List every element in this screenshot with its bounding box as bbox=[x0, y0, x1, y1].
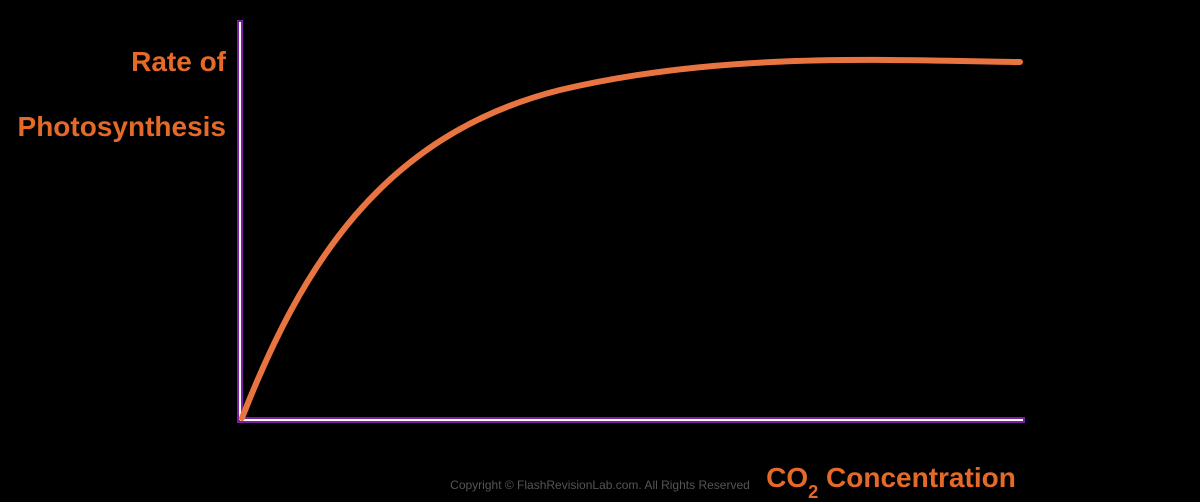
y-axis-label: Rate of Photosynthesis bbox=[0, 14, 226, 175]
chart-stage: Rate of Photosynthesis CO2 Concentration… bbox=[0, 0, 1200, 502]
y-axis-label-line1: Rate of bbox=[131, 46, 226, 77]
copyright-text: Copyright © FlashRevisionLab.com. All Ri… bbox=[0, 478, 1200, 492]
photosynthesis-curve bbox=[242, 60, 1020, 418]
y-axis-label-line2: Photosynthesis bbox=[18, 111, 226, 142]
